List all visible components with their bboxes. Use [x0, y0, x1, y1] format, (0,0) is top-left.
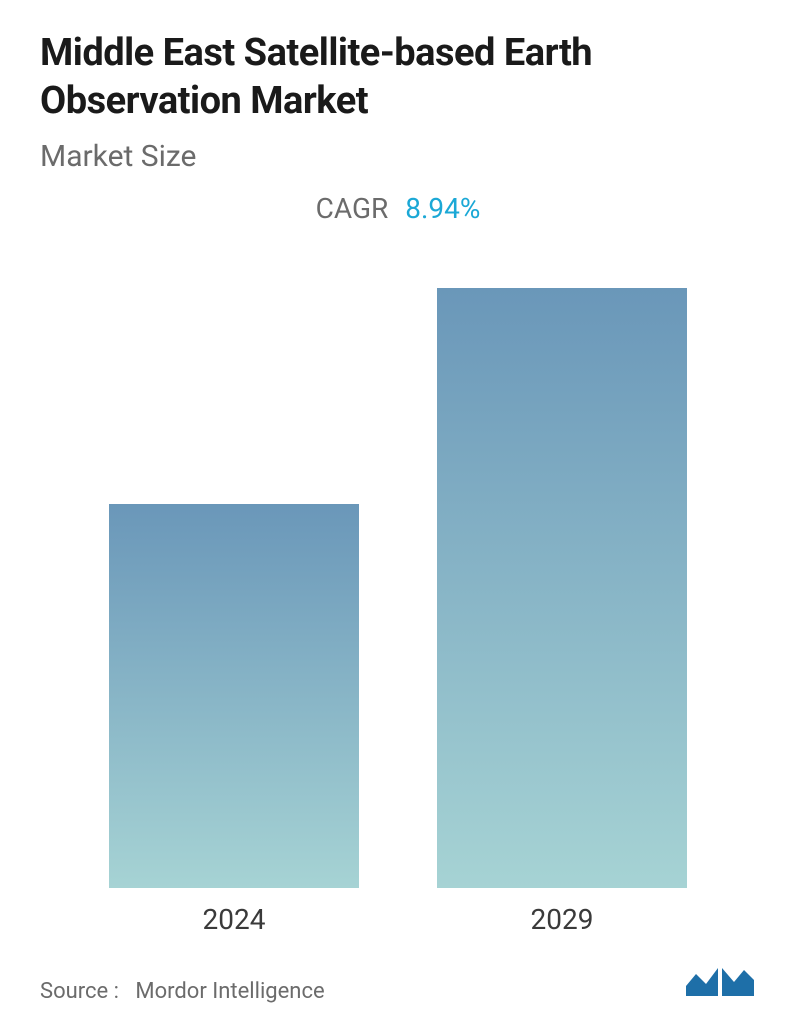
category-label: 2029 [437, 903, 687, 936]
cagr-row: CAGR 8.94% [40, 192, 756, 225]
source-name: Mordor Intelligence [135, 979, 324, 1004]
chart-subtitle: Market Size [40, 139, 756, 174]
category-label: 2024 [109, 903, 359, 936]
cagr-value: 8.94% [405, 192, 480, 225]
chart-footer: Source : Mordor Intelligence [40, 956, 756, 1004]
bar [437, 288, 687, 888]
bar-slot [437, 288, 687, 888]
source-attribution: Source : Mordor Intelligence [40, 979, 325, 1004]
bar-chart [40, 249, 756, 889]
category-labels: 2024 2029 [40, 903, 756, 936]
chart-title: Middle East Satellite-based Earth Observ… [40, 30, 756, 125]
bars-container [40, 249, 756, 888]
bar [109, 504, 359, 888]
cagr-label: CAGR [316, 192, 389, 225]
source-label: Source : [40, 979, 119, 1004]
brand-logo [684, 956, 756, 1004]
bar-slot [109, 504, 359, 888]
